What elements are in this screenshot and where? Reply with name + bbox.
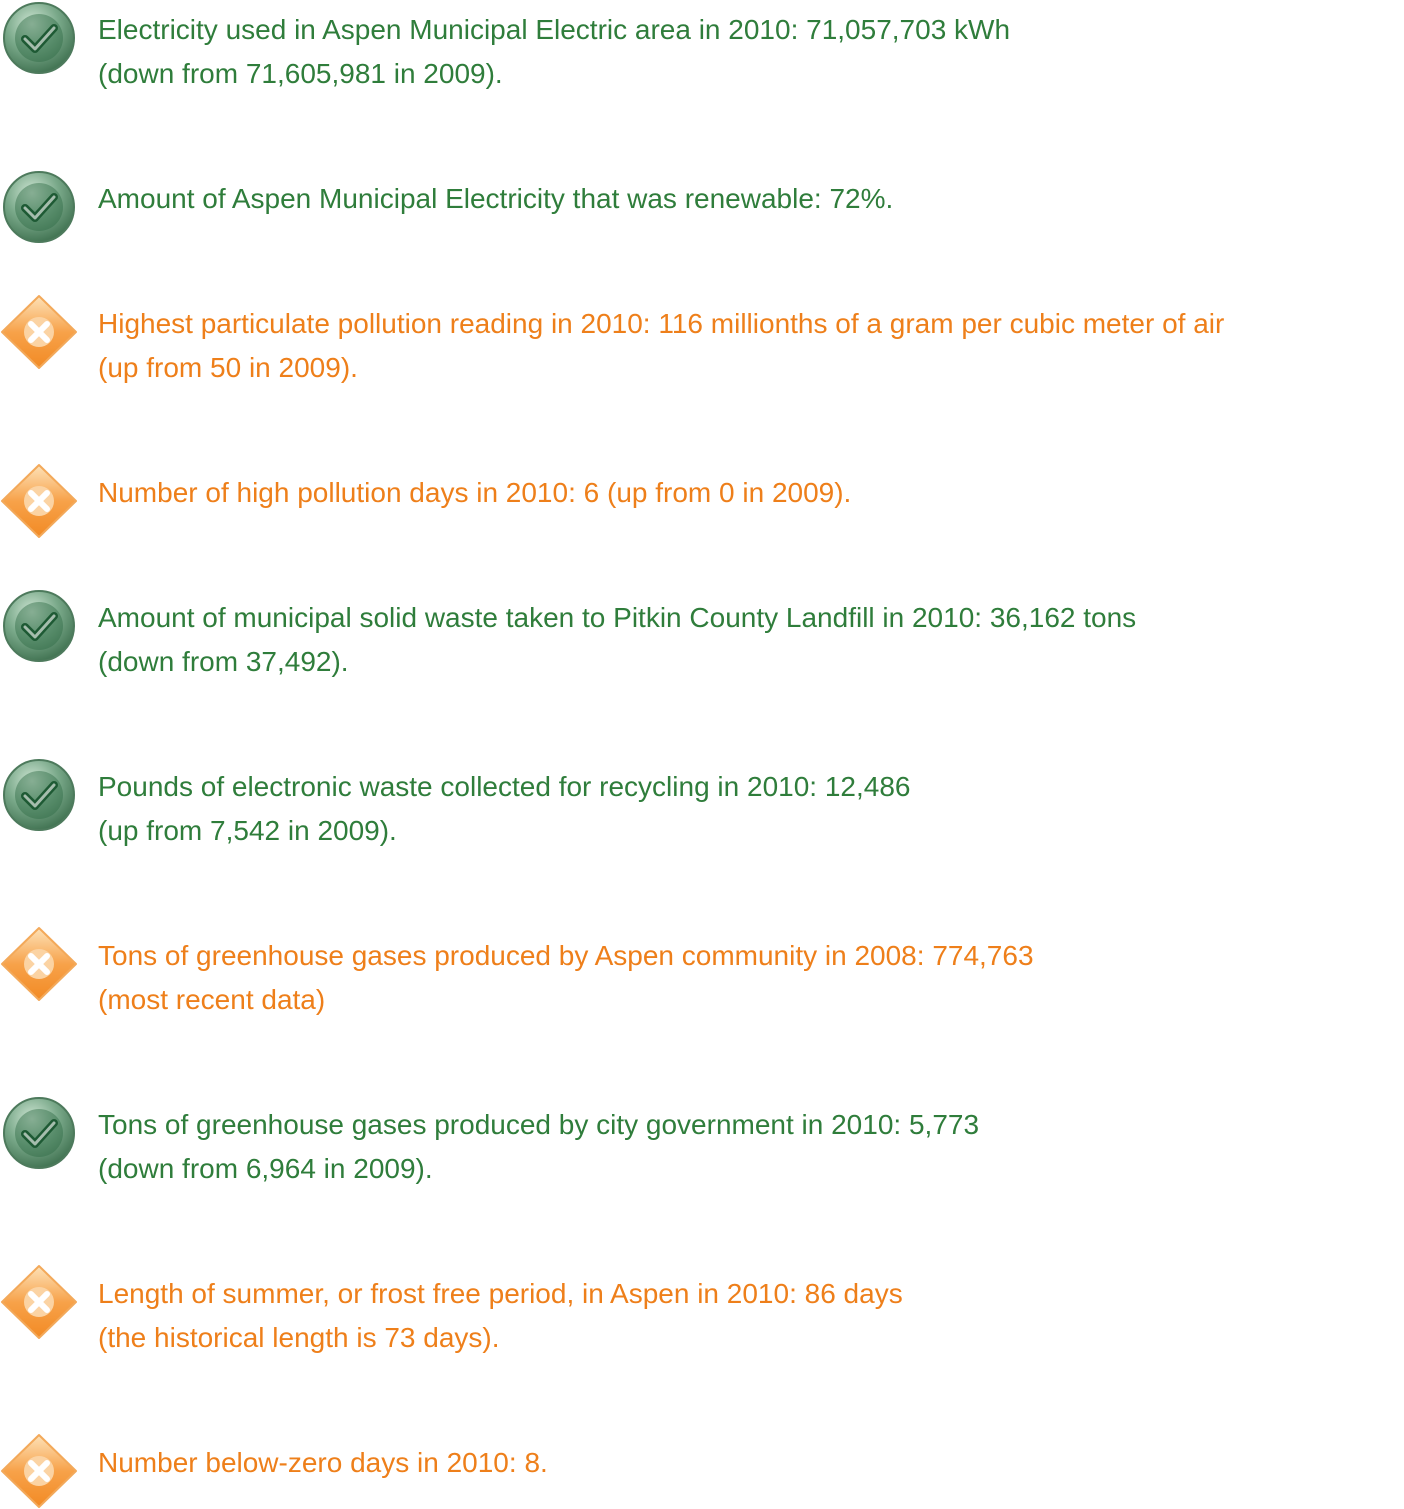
indicator-text: (up from 50 in 2009).: [98, 352, 358, 383]
indicator-item: Electricity used in Aspen Municipal Elec…: [0, 2, 1404, 96]
check-icon: [3, 590, 75, 662]
indicator-text: Electricity used in Aspen Municipal Elec…: [98, 14, 1011, 45]
indicator-item: Highest particulate pollution reading in…: [0, 295, 1404, 390]
indicator-text: Pounds of electronic waste collected for…: [98, 771, 911, 802]
indicator-text: Number of high pollution days in 2010: 6…: [98, 477, 852, 508]
indicator-item: Tons of greenhouse gases produced by cit…: [0, 1097, 1404, 1191]
indicator-text: Number below-zero days in 2010: 8.: [98, 1447, 548, 1478]
indicator-text: Length of summer, or frost free period, …: [98, 1278, 903, 1309]
indicator-text: Tons of greenhouse gases produced by Asp…: [98, 940, 1034, 971]
cross-icon: [1, 927, 77, 1001]
check-icon: [3, 1097, 75, 1169]
indicator-text: (down from 37,492).: [98, 646, 349, 677]
cross-icon: [1, 464, 77, 538]
cross-icon: [1, 1265, 77, 1339]
indicator-text: (up from 7,542 in 2009).: [98, 815, 397, 846]
check-icon: [3, 2, 75, 74]
indicator-text: Amount of Aspen Municipal Electricity th…: [98, 183, 894, 214]
indicator-item: Pounds of electronic waste collected for…: [0, 759, 1404, 853]
indicator-text: (the historical length is 73 days).: [98, 1322, 500, 1353]
check-icon: [3, 759, 75, 831]
indicator-item: Number of high pollution days in 2010: 6…: [0, 464, 1404, 538]
indicator-item: Amount of municipal solid waste taken to…: [0, 590, 1404, 684]
cross-icon: [1, 295, 77, 369]
check-icon: [3, 171, 75, 243]
indicator-text: Amount of municipal solid waste taken to…: [98, 602, 1137, 633]
indicator-item: Tons of greenhouse gases produced by Asp…: [0, 927, 1404, 1022]
indicator-text: (down from 6,964 in 2009).: [98, 1153, 433, 1184]
indicator-item: Amount of Aspen Municipal Electricity th…: [0, 171, 1404, 243]
indicator-text: Tons of greenhouse gases produced by cit…: [98, 1109, 980, 1140]
cross-icon: [1, 1434, 77, 1508]
indicator-text: (most recent data): [98, 984, 326, 1015]
indicator-text: (down from 71,605,981 in 2009).: [98, 58, 503, 89]
indicator-item: Length of summer, or frost free period, …: [0, 1265, 1404, 1360]
indicator-item: Number below-zero days in 2010: 8.: [0, 1434, 1404, 1508]
indicator-text: Highest particulate pollution reading in…: [98, 308, 1225, 339]
